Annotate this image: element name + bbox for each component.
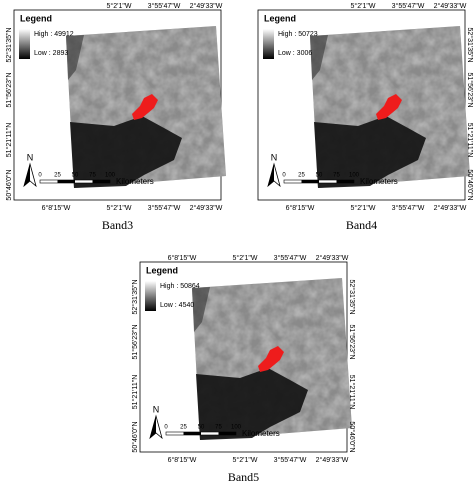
latitude-label: 51°21'11"N — [131, 375, 139, 410]
caption: Band5 — [228, 470, 259, 484]
scale-bar-fill — [218, 432, 236, 435]
latitude-label: 51°21'11"N — [348, 375, 356, 410]
scale-label: 75 — [333, 173, 340, 179]
map-panel: Legend High : 50723 Low : 3006 N 0 25 50 75 100K… — [257, 2, 474, 232]
longitude-label: 3°55'47"W — [392, 2, 425, 10]
longitude-label: 6°8'15"W — [42, 204, 71, 212]
scale-unit: Kilometers — [242, 429, 280, 438]
study-area — [258, 346, 284, 372]
north-label: N — [27, 152, 34, 162]
longitude-label: 6°8'15"W — [286, 204, 315, 212]
longitude-label: 2°49'33"W — [434, 204, 467, 212]
longitude-label: 5°2'1"W — [233, 254, 258, 262]
caption: Band3 — [102, 218, 133, 232]
north-label: N — [153, 404, 160, 414]
scale-bar-fill — [57, 180, 75, 183]
latitude-label: 50°46'0"N — [131, 421, 139, 452]
longitude-label: 5°2'1"W — [107, 204, 132, 212]
latitude-label: 51°56'23"N — [131, 324, 139, 359]
dark-sea — [196, 368, 308, 440]
scale-label: 25 — [54, 173, 61, 179]
scale-label: 100 — [231, 425, 242, 431]
latitude-label: 51°56'23"N — [5, 72, 13, 107]
north-arrow-half — [24, 164, 30, 186]
latitude-label: 51°21'11"N — [5, 123, 13, 158]
latitude-label: 52°31'35"N — [131, 279, 139, 314]
longitude-label: 5°2'1"W — [351, 2, 376, 10]
map-panel: Legend High : 50864 Low : 4540 N 0 25 50 75 100K… — [131, 254, 356, 484]
longitude-label: 3°55'47"W — [274, 456, 307, 464]
longitude-label: 5°2'1"W — [107, 2, 132, 10]
longitude-label: 2°49'33"W — [316, 254, 349, 262]
legend-low: Low : 4540 — [160, 302, 194, 309]
scale-unit: Kilometers — [116, 177, 154, 186]
scale-unit: Kilometers — [360, 177, 398, 186]
scale-label: 0 — [38, 173, 42, 179]
longitude-label: 5°2'1"W — [233, 456, 258, 464]
north-label: N — [271, 152, 278, 162]
scale-label: 100 — [349, 173, 360, 179]
dark-sea — [192, 287, 210, 332]
latitude-label: 52°31'35"N — [5, 27, 13, 62]
longitude-label: 2°49'33"W — [434, 2, 467, 10]
dark-sea — [310, 35, 328, 80]
longitude-label: 3°55'47"W — [148, 2, 181, 10]
legend-title: Legend — [146, 265, 178, 275]
scale-bar-fill — [301, 180, 319, 183]
legend-title: Legend — [264, 13, 296, 23]
longitude-label: 5°2'1"W — [351, 204, 376, 212]
legend-ramp — [263, 29, 274, 59]
scale-label: 50 — [72, 173, 79, 179]
caption: Band4 — [346, 218, 377, 232]
latitude-label: 51°21'11"N — [466, 123, 474, 158]
study-area — [132, 94, 158, 120]
scale-label: 25 — [298, 173, 305, 179]
latitude-label: 52°31'35"N — [348, 279, 356, 314]
longitude-label: 6°8'15"W — [168, 254, 197, 262]
latitude-label: 51°56'23"N — [466, 72, 474, 107]
scale-label: 50 — [198, 425, 205, 431]
legend-ramp — [19, 29, 30, 59]
latitude-label: 52°31'35"N — [466, 27, 474, 62]
longitude-label: 2°49'33"W — [190, 204, 223, 212]
dark-sea — [66, 35, 84, 80]
latitude-label: 50°46'0"N — [348, 421, 356, 452]
scale-label: 25 — [180, 425, 187, 431]
longitude-label: 2°49'33"W — [190, 2, 223, 10]
scale-label: 50 — [316, 173, 323, 179]
scale-bar-fill — [92, 180, 110, 183]
legend-high: High : 50864 — [160, 283, 200, 290]
latitude-label: 51°56'23"N — [348, 324, 356, 359]
north-arrow-half — [150, 416, 156, 438]
map-panel: Legend High : 49912 Low : 2893 N 0 25 50 75 100K… — [5, 2, 226, 232]
legend-title: Legend — [20, 13, 52, 23]
longitude-label: 3°55'47"W — [392, 204, 425, 212]
dark-sea — [314, 116, 426, 188]
scale-label: 75 — [89, 173, 96, 179]
latitude-label: 50°46'0"N — [466, 169, 474, 200]
legend-low: Low : 2893 — [34, 50, 68, 57]
scale-label: 75 — [215, 425, 222, 431]
scale-bar-fill — [336, 180, 354, 183]
scale-label: 0 — [164, 425, 168, 431]
legend-low: Low : 3006 — [278, 50, 312, 57]
legend-high: High : 49912 — [34, 31, 74, 38]
scale-label: 0 — [282, 173, 286, 179]
study-area — [376, 94, 402, 120]
dark-sea — [70, 116, 182, 188]
longitude-label: 3°55'47"W — [148, 204, 181, 212]
longitude-label: 3°55'47"W — [274, 254, 307, 262]
scale-label: 100 — [105, 173, 116, 179]
longitude-label: 6°8'15"W — [168, 456, 197, 464]
scale-bar-fill — [183, 432, 201, 435]
legend-high: High : 50723 — [278, 31, 318, 38]
north-arrow-half — [268, 164, 274, 186]
latitude-label: 50°46'0"N — [5, 169, 13, 200]
longitude-label: 2°49'33"W — [316, 456, 349, 464]
legend-ramp — [145, 281, 156, 311]
